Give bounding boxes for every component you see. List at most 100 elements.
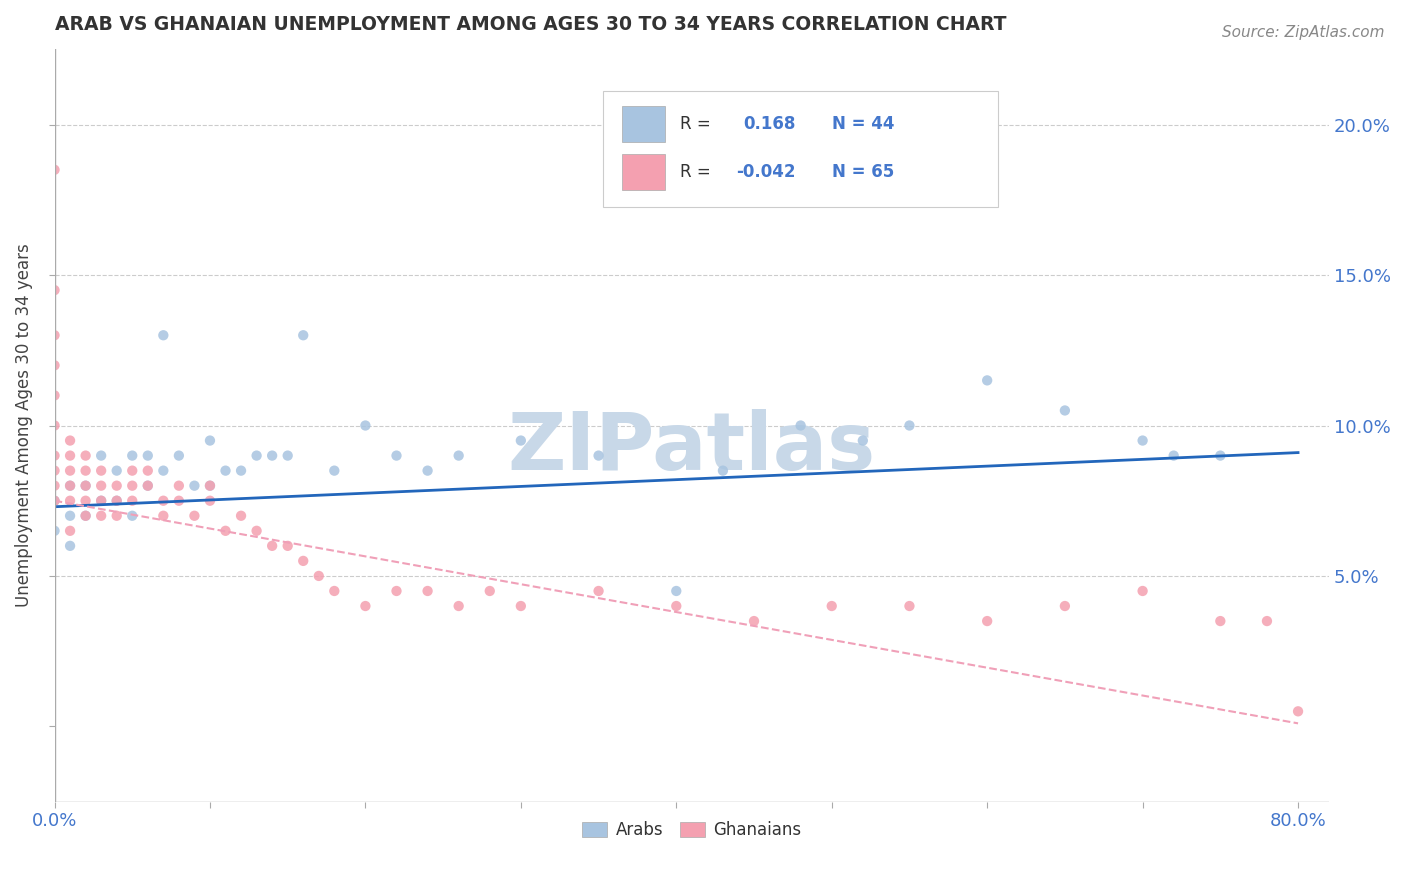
Point (198, 478, 221, 492)
Point (292, 554, 315, 568)
Point (354, 599, 377, 613)
Point (44, 418, 66, 433)
Point (447, 449, 470, 463)
Point (59, 478, 82, 492)
Point (90, 493, 112, 508)
Point (198, 478, 221, 492)
Point (136, 478, 159, 492)
Point (121, 508, 143, 523)
Point (1286, 704, 1309, 718)
Point (59, 539, 82, 553)
Point (1132, 584, 1154, 599)
Point (789, 418, 811, 433)
Point (214, 464, 236, 478)
Point (90, 478, 112, 492)
Point (90, 493, 112, 508)
Point (1256, 614, 1278, 628)
Point (167, 478, 190, 492)
Point (1053, 403, 1076, 417)
Point (75, 478, 97, 492)
Point (323, 584, 346, 599)
Point (898, 599, 921, 613)
Point (821, 599, 844, 613)
Point (75, 478, 97, 492)
Point (976, 373, 998, 387)
Point (416, 464, 439, 478)
Text: -0.042: -0.042 (737, 163, 796, 181)
Text: N = 65: N = 65 (832, 163, 894, 181)
Point (385, 584, 408, 599)
Point (121, 478, 143, 492)
Point (152, 464, 174, 478)
Point (59, 524, 82, 538)
Point (1132, 434, 1154, 448)
Point (198, 434, 221, 448)
Point (90, 464, 112, 478)
Text: 0.168: 0.168 (742, 115, 796, 133)
Text: ZIPatlas: ZIPatlas (508, 409, 876, 487)
Point (136, 449, 159, 463)
Point (262, 449, 284, 463)
Point (44, 162, 66, 177)
Point (277, 449, 299, 463)
Y-axis label: Unemployment Among Ages 30 to 34 years: Unemployment Among Ages 30 to 34 years (15, 244, 32, 607)
Point (167, 449, 190, 463)
Point (59, 478, 82, 492)
Point (1209, 449, 1232, 463)
Point (262, 539, 284, 553)
Point (167, 493, 190, 508)
Point (105, 508, 128, 523)
Point (354, 418, 377, 433)
Point (385, 449, 408, 463)
Text: ARAB VS GHANAIAN UNEMPLOYMENT AMONG AGES 30 TO 34 YEARS CORRELATION CHART: ARAB VS GHANAIAN UNEMPLOYMENT AMONG AGES… (55, 15, 1007, 34)
Point (59, 464, 82, 478)
FancyBboxPatch shape (603, 91, 998, 208)
Point (121, 449, 143, 463)
Point (277, 539, 299, 553)
Point (742, 614, 765, 628)
Point (852, 434, 875, 448)
Point (246, 449, 269, 463)
Point (183, 478, 205, 492)
Point (136, 464, 159, 478)
Point (198, 493, 221, 508)
Point (152, 328, 174, 343)
Point (898, 418, 921, 433)
Point (665, 599, 688, 613)
FancyBboxPatch shape (621, 106, 665, 142)
Point (105, 464, 128, 478)
Text: Source: ZipAtlas.com: Source: ZipAtlas.com (1222, 25, 1385, 40)
Point (1163, 449, 1185, 463)
Point (308, 569, 330, 583)
Point (136, 478, 159, 492)
Point (75, 508, 97, 523)
FancyBboxPatch shape (621, 154, 665, 190)
Point (1053, 599, 1076, 613)
Point (44, 359, 66, 373)
Point (152, 508, 174, 523)
Text: N = 44: N = 44 (832, 115, 894, 133)
Point (105, 478, 128, 492)
Point (711, 464, 734, 478)
Text: R =: R = (681, 115, 711, 133)
Legend: Arabs, Ghanaians: Arabs, Ghanaians (575, 814, 808, 846)
Point (229, 464, 252, 478)
Point (229, 508, 252, 523)
Point (44, 524, 66, 538)
Point (44, 328, 66, 343)
Point (75, 449, 97, 463)
Point (121, 464, 143, 478)
Point (105, 493, 128, 508)
Point (59, 508, 82, 523)
Point (75, 508, 97, 523)
Text: R =: R = (681, 163, 711, 181)
Point (75, 493, 97, 508)
Point (246, 524, 269, 538)
Point (1209, 614, 1232, 628)
Point (105, 493, 128, 508)
Point (44, 388, 66, 402)
Point (976, 614, 998, 628)
Point (44, 283, 66, 297)
Point (121, 493, 143, 508)
Point (59, 493, 82, 508)
